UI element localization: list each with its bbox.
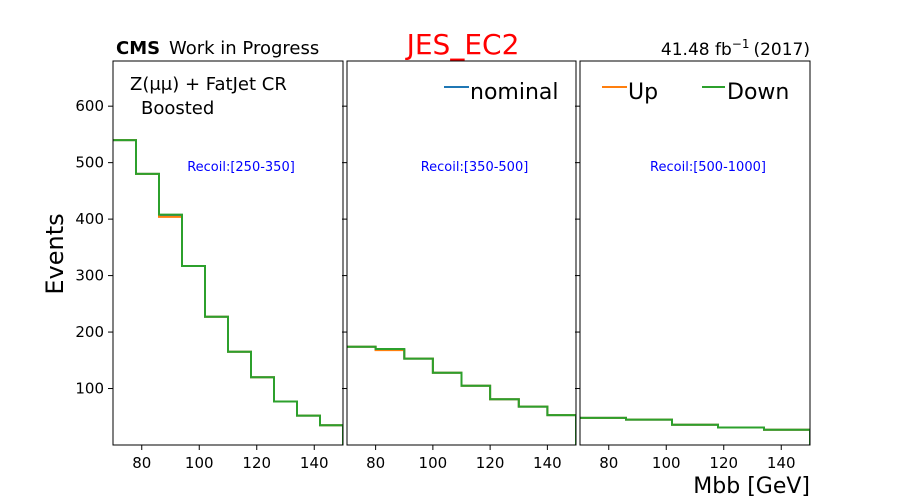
work-in-progress-label: Work in Progress	[169, 38, 319, 59]
panel-2: 80 100 120 140 Recoil:[350-500]	[342, 60, 577, 472]
x-tick-label: 140	[533, 454, 562, 472]
x-axis-label: Mbb [GeV]	[693, 474, 810, 499]
y-tick-label: 500	[75, 154, 104, 172]
panel-frame-1	[112, 60, 344, 446]
legend-down: Down	[702, 80, 789, 105]
panel-frame-3	[579, 60, 811, 446]
series-down-panel-3	[580, 416, 810, 445]
x-tick-label: 80	[599, 454, 618, 472]
y-tick-label: 600	[75, 97, 104, 115]
x-tick-label: 80	[366, 454, 385, 472]
lumi-label: 41.48 fb−1 (2017)	[661, 37, 810, 60]
y-tick-label: 300	[75, 267, 104, 285]
recoil-label-panel-2: Recoil:[350-500]	[421, 160, 529, 175]
series-up-panel-1	[113, 139, 343, 445]
cms-label: CMS	[116, 38, 160, 59]
series-up-panel-2	[347, 345, 576, 445]
x-tick-label: 100	[185, 454, 214, 472]
series-nominal-panel-1	[113, 139, 343, 445]
legend-up-label: Up	[628, 80, 658, 105]
recoil-label-panel-3: Recoil:[500-1000]	[650, 160, 766, 175]
recoil-label-panel-1: Recoil:[250-350]	[187, 160, 295, 175]
y-axis-label: Events	[41, 213, 69, 294]
x-tick-label: 80	[132, 454, 151, 472]
legend-down-label: Down	[727, 80, 789, 105]
series-down-panel-2	[347, 345, 576, 445]
panel-1: 80 100 120 140 100 200 300 400 500 600 Recoil:[250…	[75, 60, 344, 472]
x-tick-label: 120	[476, 454, 505, 472]
series-down-panel-1	[113, 139, 343, 445]
x-tick-label: 140	[767, 454, 796, 472]
legend-nominal: nominal	[444, 80, 558, 105]
region-label-line1: Z(μμ) + FatJet CR	[130, 74, 287, 95]
legend-up: Up	[602, 80, 658, 105]
y-tick-label: 400	[75, 210, 104, 228]
panel-frame-2	[346, 60, 577, 446]
series-nominal-panel-2	[347, 345, 576, 445]
x-tick-label: 120	[709, 454, 738, 472]
series-up-panel-3	[580, 416, 810, 445]
x-tick-label: 140	[300, 454, 329, 472]
panel-3: 80 100 120 140 Recoil:[500-1000]	[575, 60, 811, 472]
y-tick-label: 200	[75, 323, 104, 341]
legend-nominal-label: nominal	[470, 80, 558, 105]
chart-title: JES_EC2	[405, 28, 520, 61]
y-tick-label: 100	[75, 380, 104, 398]
x-tick-label: 100	[652, 454, 681, 472]
x-tick-label: 120	[242, 454, 271, 472]
region-label-line2: Boosted	[141, 98, 214, 119]
series-nominal-panel-3	[580, 416, 810, 445]
x-tick-label: 100	[419, 454, 448, 472]
